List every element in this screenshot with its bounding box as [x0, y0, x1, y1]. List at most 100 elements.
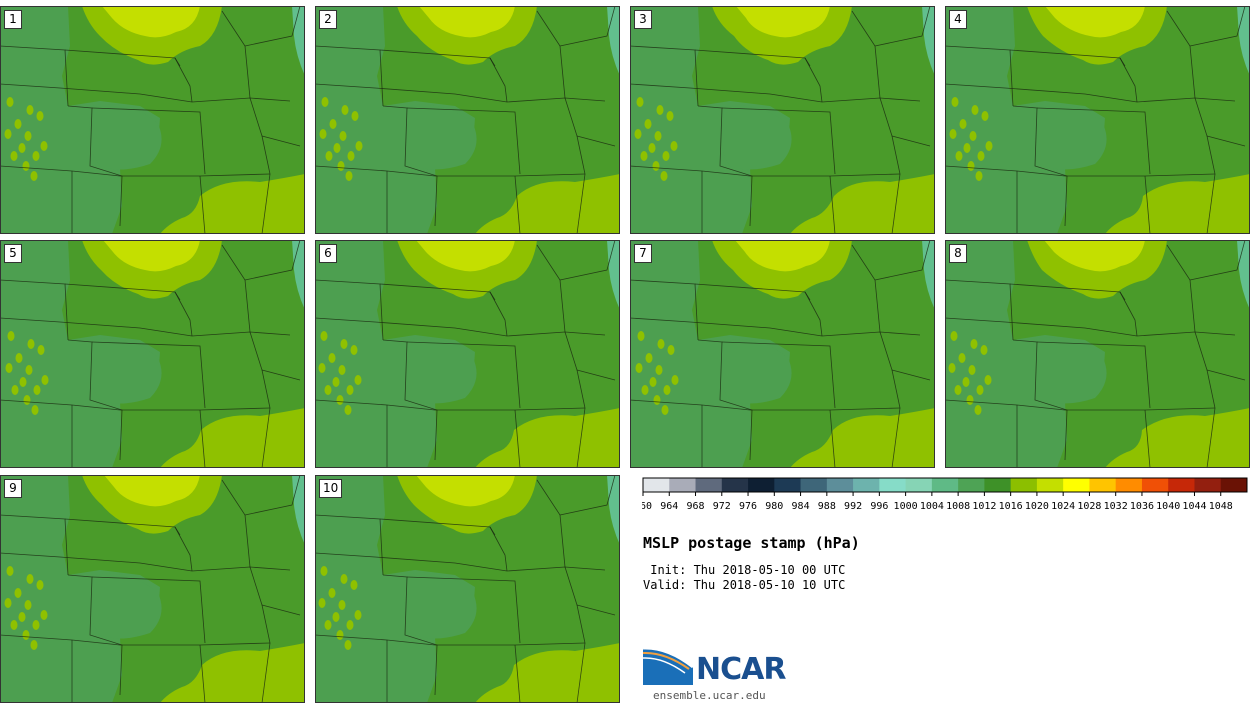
state-border [945, 399, 1216, 411]
state-border [315, 83, 606, 103]
state-border [874, 240, 931, 281]
mountain-speckle [984, 375, 992, 385]
mountain-speckle [653, 395, 661, 405]
state-border [67, 339, 123, 461]
colorbar-tick-label: 984 [792, 501, 810, 512]
panel-frame [315, 240, 620, 468]
member-panel-7[interactable]: 7 [630, 240, 935, 468]
member-panel-4[interactable]: 4 [945, 6, 1250, 234]
mountain-speckle [337, 161, 345, 171]
mountain-speckle [975, 171, 983, 181]
mslp-map [945, 240, 1250, 468]
mountain-speckle [26, 105, 34, 115]
mslp-map [630, 240, 935, 468]
pressure-region-1008 [945, 6, 1105, 234]
mountain-speckle [10, 151, 18, 161]
pressure-region-1016 [475, 643, 620, 703]
pressure-region-1008 [89, 338, 162, 404]
colorbar-tick-label: 1048 [1209, 501, 1233, 512]
mountain-speckle [328, 353, 336, 363]
member-panel-5[interactable]: 5 [0, 240, 305, 468]
state-border [559, 240, 616, 281]
mountain-speckle [955, 151, 963, 161]
mountain-speckle [332, 612, 340, 622]
state-border [630, 165, 901, 177]
member-panel-9[interactable]: 9 [0, 475, 305, 703]
colorbar-swatch [669, 478, 696, 492]
pressure-region-1016 [1105, 408, 1250, 468]
member-panel-6[interactable]: 6 [315, 240, 620, 468]
mountain-speckle [963, 143, 971, 153]
member-panel-2[interactable]: 2 [315, 6, 620, 234]
state-border [697, 339, 753, 461]
mountain-speckle [635, 363, 643, 373]
mountain-speckle [344, 405, 352, 415]
mountain-speckle [36, 580, 44, 590]
state-border [1206, 135, 1246, 147]
state-border [1119, 291, 1138, 337]
state-border [261, 604, 301, 616]
pressure-region-1008 [0, 6, 160, 234]
state-border [489, 291, 508, 337]
init-time: Init: Thu 2018-05-10 00 UTC [643, 563, 846, 577]
member-label: 2 [319, 10, 337, 29]
pressure-region-1016 [160, 174, 305, 234]
colorbar-swatch [879, 478, 907, 492]
mountain-speckle [321, 97, 329, 107]
state-border [261, 369, 301, 381]
mountain-speckle [15, 353, 23, 363]
mountain-speckle [18, 612, 26, 622]
state-border [0, 317, 291, 337]
state-border [0, 399, 271, 411]
mountain-speckle [319, 129, 327, 139]
member-panel-1[interactable]: 1 [0, 6, 305, 234]
mountain-speckle [346, 385, 354, 395]
mslp-map [315, 240, 620, 468]
colorbar-tick-label: 1000 [894, 501, 918, 512]
pressure-region-1020 [104, 475, 200, 507]
member-label: 5 [4, 244, 22, 263]
pressure-region-1008 [315, 475, 475, 703]
member-label: 3 [634, 10, 652, 29]
mslp-map [0, 240, 305, 468]
state-border [1206, 407, 1216, 468]
mountain-speckle [644, 119, 652, 129]
mountain-speckle [970, 339, 978, 349]
member-panel-3[interactable]: 3 [630, 6, 935, 234]
pressure-region-1008 [945, 240, 1105, 468]
ensemble-url[interactable]: ensemble.ucar.edu [653, 689, 766, 702]
mountain-speckle [959, 119, 967, 129]
panel-frame [945, 240, 1250, 468]
mountain-speckle [951, 97, 959, 107]
member-label: 1 [4, 10, 22, 29]
colorbar-tick-label: 1004 [920, 501, 944, 512]
state-border [199, 644, 206, 703]
state-border [697, 105, 753, 227]
mountain-speckle [667, 345, 675, 355]
state-border [1189, 6, 1246, 47]
mountain-speckle [11, 385, 19, 395]
mountain-speckle [351, 111, 359, 121]
mountain-speckle [332, 377, 340, 387]
mountain-speckle [645, 353, 653, 363]
colorbar-swatch [1063, 478, 1090, 492]
mountain-speckle [636, 97, 644, 107]
pressure-region-1008 [630, 240, 790, 468]
mountain-speckle [31, 405, 39, 415]
state-border [0, 634, 271, 646]
member-label: 10 [319, 479, 343, 498]
member-panel-10[interactable]: 10 [315, 475, 620, 703]
mslp-map [0, 475, 305, 703]
mountain-speckle [14, 588, 22, 598]
pressure-region-1008 [630, 6, 790, 234]
state-border [829, 175, 836, 234]
state-border [945, 317, 1236, 337]
member-label: 7 [634, 244, 652, 263]
mountain-speckle [976, 385, 984, 395]
state-border [536, 244, 586, 409]
mountain-speckle [14, 119, 22, 129]
member-panel-8[interactable]: 8 [945, 240, 1250, 468]
state-border [851, 244, 901, 409]
panel-frame [630, 6, 935, 234]
state-border [67, 105, 123, 227]
